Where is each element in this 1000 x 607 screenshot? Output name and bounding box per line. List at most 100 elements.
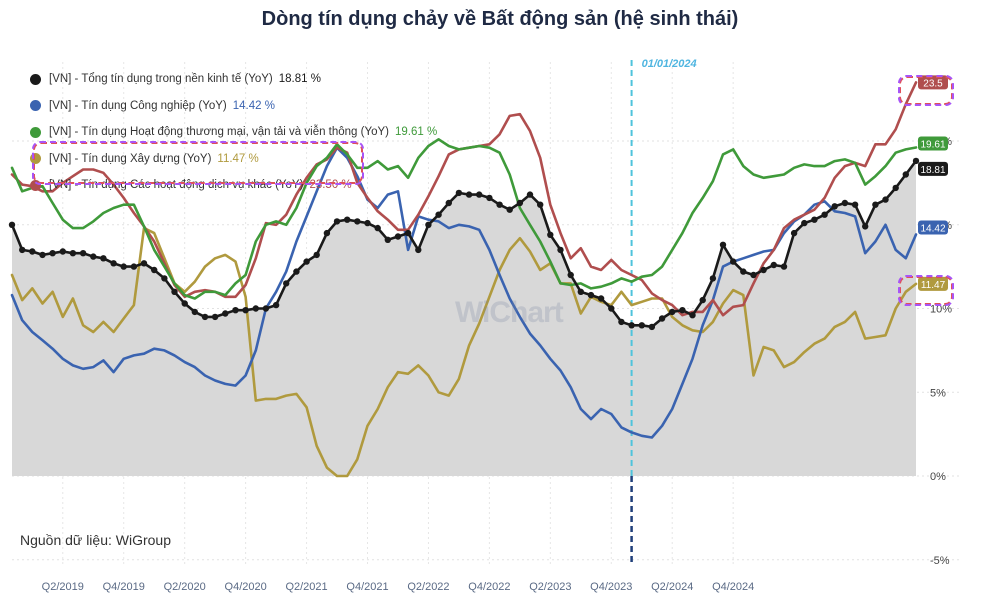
series-point [90, 253, 97, 260]
series-point [821, 211, 828, 218]
end-value-label: 14.42 [920, 223, 945, 234]
series-point [252, 305, 259, 312]
end-value-label: 19.61 [920, 140, 945, 151]
series-point [344, 216, 351, 223]
series-point [790, 229, 798, 237]
end-value-label: 11.47 [921, 280, 946, 291]
series-point [272, 301, 280, 309]
legend-dot-icon [30, 73, 41, 85]
legend-item-total-credit[interactable]: [VN] - Tổng tín dụng trong nền kinh tế (… [30, 66, 437, 93]
series-point [506, 206, 513, 213]
legend-dot-icon [30, 153, 41, 165]
series-point [841, 199, 849, 207]
x-tick-label: Q2/2024 [651, 581, 693, 593]
series-point [191, 308, 198, 316]
legend-value: 14.42 % [232, 99, 275, 112]
series-point [516, 199, 524, 207]
series-point [8, 221, 16, 228]
chart-title: Dòng tín dụng chảy về Bất động sản (hệ s… [261, 8, 739, 30]
series-point [293, 268, 300, 275]
legend-item-construction-credit[interactable]: [VN] - Tín dụng Xây dựng (YoY) 11.47 % [30, 146, 437, 173]
legend-value: 11.47 % [217, 152, 259, 165]
series-point [801, 219, 808, 227]
x-tick-label: Q4/2024 [712, 581, 754, 593]
series-point [851, 201, 859, 208]
total-credit-area [12, 160, 916, 476]
series-line [10, 146, 918, 439]
series-point [130, 263, 138, 270]
source-note: Nguồn dữ liệu: WiGroup [20, 532, 171, 548]
series-point [313, 251, 320, 259]
series-point [303, 258, 310, 265]
series-line [10, 226, 918, 478]
watermark: WiChart [455, 296, 564, 329]
series-point [618, 318, 625, 326]
series-point [862, 223, 869, 230]
series-point [628, 322, 635, 329]
x-tick-label: Q2/2019 [42, 581, 84, 593]
series-point [496, 201, 503, 208]
series-point [638, 322, 645, 329]
x-tick-label: Q4/2022 [468, 581, 510, 593]
series-point [110, 260, 117, 267]
series-point [404, 229, 412, 237]
series-point [669, 308, 676, 316]
x-tick-label: Q4/2020 [225, 581, 267, 593]
series-point [699, 296, 706, 304]
series-point [222, 310, 229, 317]
legend-label: [VN] - Tín dụng Hoạt động thương mại, vậ… [49, 126, 389, 139]
series-point [435, 211, 442, 218]
series-point [679, 307, 686, 314]
series-point [730, 258, 737, 265]
x-tick-label: Q4/2023 [590, 581, 632, 593]
series-point [19, 246, 26, 254]
series-point [719, 241, 727, 248]
series-point [100, 255, 107, 262]
series-point [283, 280, 290, 287]
end-label-highlight-box-top [898, 75, 954, 106]
legend-value: 19.61 % [395, 126, 438, 139]
end-value-badge [918, 136, 948, 151]
series-point [770, 261, 777, 269]
y-tick-label: 10% [930, 304, 952, 316]
legend-item-trade-credit[interactable]: [VN] - Tín dụng Hoạt động thương mại, vậ… [30, 119, 437, 146]
x-tick-label: Q2/2022 [407, 581, 449, 593]
legend-item-industry-credit[interactable]: [VN] - Tín dụng Công nghiệp (YoY) 14.42 … [30, 93, 437, 120]
series-point [486, 194, 493, 202]
series-point [476, 191, 483, 198]
series-point [567, 271, 574, 279]
legend-highlight-box [32, 141, 364, 185]
series-point [262, 305, 270, 312]
legend-label: [VN] - Tín dụng Xây dựng (YoY) [49, 152, 212, 165]
series-point [577, 288, 584, 295]
series-point [161, 275, 168, 282]
series-point [415, 246, 422, 254]
series-point [882, 196, 889, 203]
legend-dot-icon [30, 179, 41, 191]
series-point [750, 271, 757, 279]
series-point [780, 263, 788, 270]
series-point [384, 236, 391, 243]
series-point [120, 263, 127, 270]
end-label-highlight-box-bottom [898, 275, 954, 306]
series-point [323, 229, 331, 237]
series-point [902, 171, 909, 178]
series-point [69, 250, 77, 257]
legend-value: 18.81 % [278, 73, 321, 86]
series-point [394, 233, 402, 240]
series-point [151, 266, 158, 274]
x-tick-label: Q2/2021 [285, 581, 327, 593]
series-point [526, 191, 534, 198]
series-point [59, 248, 66, 255]
y-tick-label: 5% [930, 387, 946, 399]
series-point [39, 251, 46, 259]
series-point [892, 184, 899, 192]
series-point [597, 295, 605, 302]
series-point [689, 312, 696, 319]
x-tick-label: Q2/2023 [529, 581, 571, 593]
series-point [211, 313, 219, 321]
series-point [587, 291, 595, 299]
series-point [232, 307, 239, 314]
series-point [658, 315, 666, 322]
